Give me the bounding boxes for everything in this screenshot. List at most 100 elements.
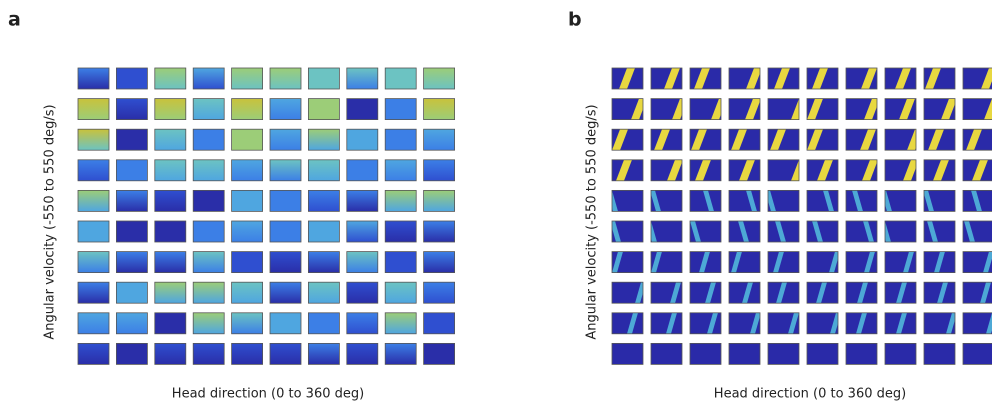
tile xyxy=(846,312,877,334)
tile xyxy=(690,221,721,242)
tile-border xyxy=(611,189,644,212)
tile xyxy=(307,220,340,243)
tile-border xyxy=(845,342,878,365)
tile xyxy=(269,281,302,304)
tile xyxy=(116,342,148,365)
tile xyxy=(384,312,417,335)
tile xyxy=(231,281,264,304)
tile xyxy=(924,68,955,89)
tile xyxy=(116,189,148,212)
y-axis-label: Angular velocity (-550 to 550 deg/s) xyxy=(585,104,600,339)
tile-border xyxy=(767,159,800,182)
tile xyxy=(729,251,760,273)
tile-border xyxy=(962,251,992,274)
tile xyxy=(154,189,187,212)
tile xyxy=(885,251,916,273)
tile xyxy=(612,251,643,273)
tile xyxy=(384,159,417,182)
tile-border xyxy=(962,312,992,335)
tile-border xyxy=(923,128,956,151)
tile xyxy=(885,68,916,89)
tile-border xyxy=(650,159,683,182)
tile xyxy=(612,221,643,242)
tile-border xyxy=(962,189,992,212)
tile xyxy=(846,190,877,212)
tile xyxy=(116,128,148,151)
tile xyxy=(231,159,264,182)
tile-border xyxy=(728,128,761,151)
tile xyxy=(651,98,682,120)
tile xyxy=(963,159,992,181)
tile-border xyxy=(923,342,956,365)
tile xyxy=(924,282,955,304)
tile-border xyxy=(767,281,800,304)
tile xyxy=(963,312,992,334)
tile-border xyxy=(962,281,992,304)
tile xyxy=(77,281,110,304)
tile xyxy=(768,98,799,120)
tile-border xyxy=(767,189,800,212)
tile xyxy=(651,221,682,242)
tile xyxy=(77,159,110,182)
tile xyxy=(269,128,302,151)
tile-border xyxy=(962,67,992,90)
tile xyxy=(612,190,643,212)
tile xyxy=(690,68,721,89)
tile xyxy=(307,67,340,90)
tile xyxy=(885,159,916,181)
tile xyxy=(269,312,302,335)
tile xyxy=(885,221,916,242)
tile xyxy=(423,128,456,151)
tile xyxy=(768,221,799,242)
tile xyxy=(192,67,225,90)
tile-border xyxy=(884,281,917,304)
tile xyxy=(269,159,302,182)
tile xyxy=(807,129,838,151)
tile xyxy=(768,68,799,89)
tile-border xyxy=(689,251,722,274)
tile-border xyxy=(884,67,917,90)
tile-border xyxy=(962,220,992,243)
tile xyxy=(768,282,799,304)
tile xyxy=(77,251,110,274)
tile-border xyxy=(884,312,917,335)
tile xyxy=(807,190,838,212)
tile-border xyxy=(611,281,644,304)
tile xyxy=(307,312,340,335)
tile-border xyxy=(962,342,992,365)
tile-border xyxy=(611,220,644,243)
tile xyxy=(77,98,110,120)
tile xyxy=(116,159,148,182)
tile xyxy=(729,159,760,181)
tile-border xyxy=(923,220,956,243)
tile xyxy=(154,251,187,274)
tile xyxy=(192,312,225,335)
tile xyxy=(423,220,456,243)
tile-border xyxy=(689,312,722,335)
tile xyxy=(690,251,721,273)
tile xyxy=(612,282,643,304)
tile xyxy=(651,343,682,365)
tile xyxy=(423,98,456,120)
tile xyxy=(346,98,379,120)
tile xyxy=(423,189,456,212)
tile-border xyxy=(650,67,683,90)
tile-border xyxy=(728,159,761,182)
tile xyxy=(384,281,417,304)
tile-border xyxy=(767,251,800,274)
tile xyxy=(924,159,955,181)
tile-border xyxy=(650,128,683,151)
tile-border xyxy=(650,189,683,212)
tile xyxy=(963,98,992,120)
tile xyxy=(269,98,302,120)
tile-border xyxy=(845,159,878,182)
tile-border xyxy=(845,128,878,151)
tile xyxy=(963,129,992,151)
tile xyxy=(77,189,110,212)
tile xyxy=(307,159,340,182)
tile xyxy=(651,190,682,212)
tile xyxy=(269,189,302,212)
tile xyxy=(231,189,264,212)
tile xyxy=(384,251,417,274)
tile-border xyxy=(728,67,761,90)
